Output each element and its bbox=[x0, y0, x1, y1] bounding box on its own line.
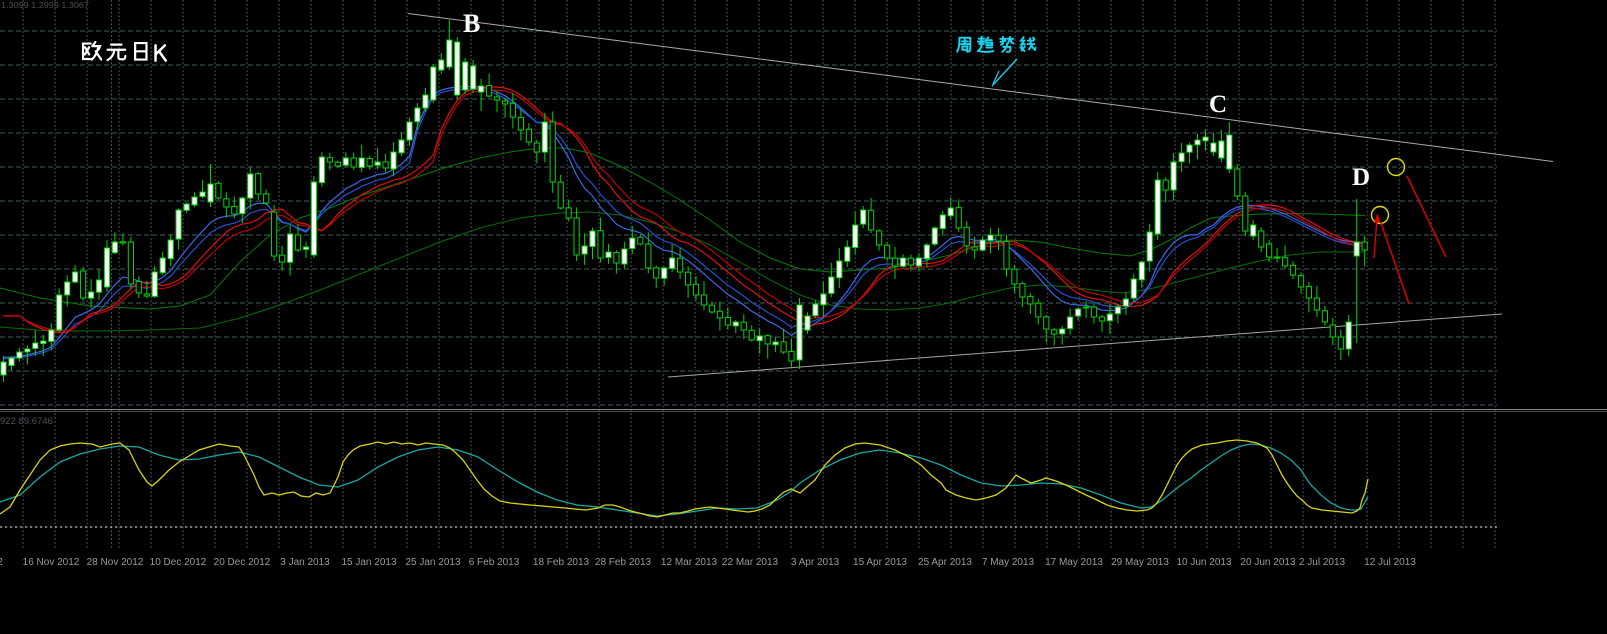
svg-text:3 Apr 2013: 3 Apr 2013 bbox=[791, 557, 840, 568]
svg-text:17 May 2013: 17 May 2013 bbox=[1045, 557, 1103, 568]
svg-text:10 Dec 2012: 10 Dec 2012 bbox=[150, 557, 207, 568]
svg-text:3 Jan 2013: 3 Jan 2013 bbox=[280, 557, 330, 568]
svg-text:12 Mar 2013: 12 Mar 2013 bbox=[661, 557, 718, 568]
svg-text:25 Apr 2013: 25 Apr 2013 bbox=[918, 557, 972, 568]
svg-text:15 Jan 2013: 15 Jan 2013 bbox=[341, 557, 396, 568]
svg-text:10 Jun 2013: 10 Jun 2013 bbox=[1176, 557, 1231, 568]
svg-text:25 Jan 2013: 25 Jan 2013 bbox=[405, 557, 460, 568]
svg-text:6 Feb 2013: 6 Feb 2013 bbox=[469, 557, 520, 568]
svg-text:B: B bbox=[463, 9, 480, 38]
svg-text:922 89.6746: 922 89.6746 bbox=[0, 416, 53, 427]
svg-text:20 Dec 2012: 20 Dec 2012 bbox=[214, 557, 271, 568]
svg-text:29 May 2013: 29 May 2013 bbox=[1111, 557, 1169, 568]
svg-text:2 Jul 2013: 2 Jul 2013 bbox=[1299, 557, 1346, 568]
svg-text:28 Nov 2012: 28 Nov 2012 bbox=[87, 557, 144, 568]
svg-text:1.3099 1.2999 1.3067: 1.3099 1.2999 1.3067 bbox=[1, 0, 89, 10]
svg-text:22 Mar 2013: 22 Mar 2013 bbox=[722, 557, 779, 568]
svg-text:2: 2 bbox=[0, 556, 3, 568]
svg-text:16 Nov 2012: 16 Nov 2012 bbox=[23, 557, 80, 568]
svg-text:D: D bbox=[1352, 164, 1370, 191]
svg-text:18 Feb 2013: 18 Feb 2013 bbox=[533, 557, 590, 568]
svg-text:15 Apr 2013: 15 Apr 2013 bbox=[853, 557, 907, 568]
svg-text:12 Jul 2013: 12 Jul 2013 bbox=[1364, 557, 1416, 568]
svg-text:20 Jun 2013: 20 Jun 2013 bbox=[1240, 557, 1295, 568]
svg-text:28 Feb 2013: 28 Feb 2013 bbox=[595, 557, 652, 568]
svg-text:C: C bbox=[1209, 91, 1227, 118]
svg-text:7 May 2013: 7 May 2013 bbox=[982, 557, 1035, 568]
